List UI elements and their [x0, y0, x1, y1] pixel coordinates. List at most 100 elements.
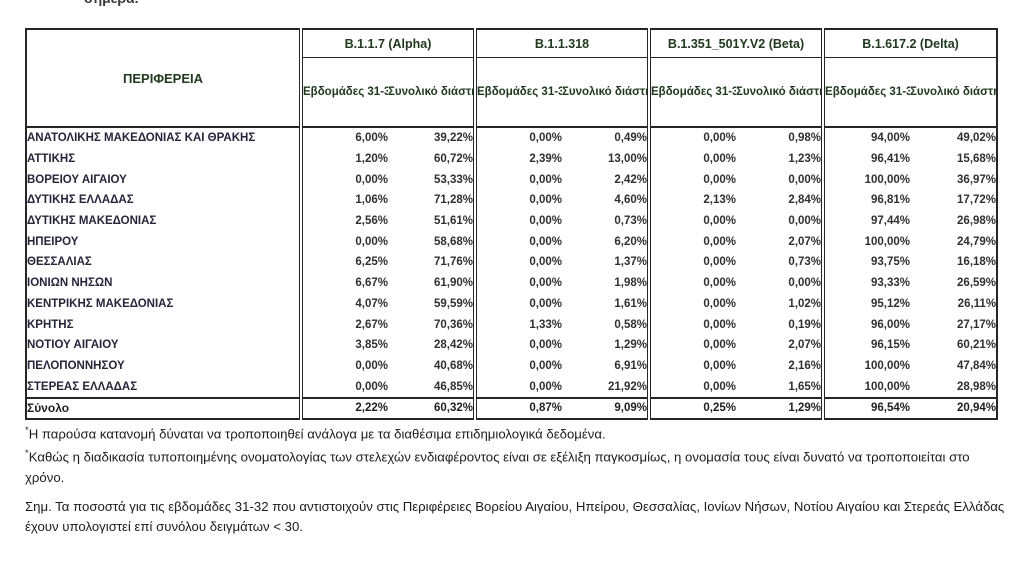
value-cell: 15,68% — [957, 153, 997, 166]
table-row: ΚΡΗΤΗΣ 2,67% 70,36% 1,33% 0,58% 0,00% 0,19% 96,… — [26, 314, 997, 335]
subheader-total: Συνολικό διάστημα επιτήρησης — [910, 57, 998, 128]
value-cell: 39,22% — [434, 132, 474, 145]
value-cell: 26,11% — [957, 297, 997, 310]
value-cell: 0,00% — [647, 231, 737, 253]
value-cell: 21,92% — [608, 380, 648, 393]
region-cell: ΒΟΡΕΙΟΥ ΑΙΓΑΙΟΥ — [27, 173, 127, 186]
value-cell: 0,00% — [473, 190, 563, 211]
value-cell: 2,84% — [788, 194, 822, 207]
value-cell: 60,32% — [388, 396, 476, 419]
value-cell: 96,00% — [821, 314, 911, 335]
value-cell: 97,44% — [821, 210, 911, 232]
value-cell: 1,61% — [614, 297, 648, 310]
region-cell: Σύνολο — [26, 396, 301, 419]
table-row: ΒΟΡΕΙΟΥ ΑΙΓΑΙΟΥ 0,00% 53,33% 0,00% 2,42% 0,00… — [26, 169, 997, 191]
value-cell: 0,00% — [299, 376, 388, 398]
value-cell: 96,41% — [821, 148, 911, 170]
value-cell: 1,06% — [299, 190, 388, 211]
region-cell: ΣΤΕΡΕΑΣ ΕΛΛΑΔΑΣ — [27, 380, 138, 393]
value-cell: 36,97% — [957, 173, 997, 186]
value-cell: 0,00% — [473, 334, 563, 356]
table-row: ΘΕΣΣΑΛΙΑΣ 6,25% 71,76% 0,00% 1,37% 0,00% 0,73%… — [26, 252, 997, 273]
table-row: ΑΤΤΙΚΗΣ 1,20% 60,72% 2,39% 13,00% 0,00% 1,23% 9… — [26, 148, 997, 170]
value-cell: 96,81% — [821, 190, 911, 211]
value-cell: 96,54% — [821, 396, 911, 419]
value-cell: 59,59% — [434, 297, 474, 310]
value-cell: 93,75% — [821, 252, 911, 273]
value-cell: 0,73% — [614, 215, 648, 228]
value-cell: 2,16% — [788, 359, 822, 372]
subheader-total: Συνολικό διάστημα επιτήρησης — [562, 57, 650, 128]
value-cell: 58,68% — [434, 235, 474, 248]
value-cell: 4,60% — [614, 194, 648, 207]
value-cell: 0,00% — [473, 272, 563, 294]
region-cell: ΑΤΤΙΚΗΣ — [27, 153, 76, 166]
value-cell: 1,65% — [788, 380, 822, 393]
value-cell: 94,00% — [821, 127, 911, 149]
value-cell: 13,00% — [608, 153, 648, 166]
value-cell: 2,22% — [299, 396, 388, 419]
variants-table: ΠΕΡΙΦΕΡΕΙΑ B.1.1.7 (Alpha) B.1.1.318 B.1… — [25, 28, 999, 420]
value-cell: 0,19% — [788, 318, 822, 331]
value-cell: 0,00% — [647, 376, 737, 398]
subheader-total: Συνολικό διάστημα επιτήρησης — [736, 57, 824, 128]
value-cell: 27,17% — [957, 318, 997, 331]
value-cell: 0,00% — [473, 252, 563, 273]
value-cell: 28,98% — [957, 380, 997, 393]
value-cell: 0,00% — [299, 355, 388, 377]
value-cell: 2,42% — [614, 173, 648, 186]
variant-header-alpha: B.1.1.7 (Alpha) — [298, 29, 476, 58]
value-cell: 0,00% — [647, 355, 737, 377]
value-cell: 60,72% — [434, 153, 474, 166]
value-cell: 28,42% — [434, 339, 474, 352]
value-cell: 0,00% — [473, 210, 563, 232]
value-cell: 0,00% — [299, 231, 388, 253]
value-cell: 0,00% — [473, 376, 563, 398]
value-cell: 0,00% — [647, 148, 737, 170]
value-cell: 1,23% — [788, 153, 822, 166]
table-row: ΙΟΝΙΩΝ ΝΗΣΩΝ 6,67% 61,90% 0,00% 1,98% 0,00% 0,… — [26, 272, 997, 294]
value-cell: 49,02% — [957, 132, 997, 145]
value-cell: 9,09% — [562, 396, 650, 419]
value-cell: 0,00% — [647, 293, 737, 315]
note: Σημ. Τα ποσοστά για τις εβδομάδες 31-32 … — [25, 498, 1005, 534]
footnotes: *Η παρούσα κατανομή δύναται να τροποποιη… — [25, 421, 1010, 537]
variant-header-b11318: B.1.1.318 — [473, 29, 650, 58]
table-row: ΔΥΤΙΚΗΣ ΜΑΚΕΔΟΝΙΑΣ 2,56% 51,61% 0,00% 0,73% 0… — [26, 210, 997, 232]
table-row: ΑΝΑΤΟΛΙΚΗΣ ΜΑΚΕΔΟΝΙΑΣ ΚΑΙ ΘΡΑΚΗΣ 6,00% 39,… — [26, 127, 997, 149]
value-cell: 1,02% — [788, 297, 822, 310]
value-cell: 0,00% — [473, 127, 563, 149]
footnote-marker: * — [25, 425, 29, 436]
value-cell: 1,20% — [299, 148, 388, 170]
footnote-marker: * — [25, 448, 29, 460]
footnote: *Η παρούσα κατανομή δύναται να τροποποιη… — [25, 425, 606, 442]
value-cell: 0,00% — [647, 169, 737, 191]
table-row: ΔΥΤΙΚΗΣ ΕΛΛΑΔΑΣ 1,06% 71,28% 0,00% 4,60% 2,13… — [26, 190, 997, 211]
value-cell: 0,00% — [299, 169, 388, 191]
table-row: ΗΠΕΙΡΟΥ 0,00% 58,68% 0,00% 6,20% 0,00% 2,07% 10… — [26, 231, 997, 253]
value-cell: 2,07% — [788, 235, 822, 248]
value-cell: 96,15% — [821, 334, 911, 356]
value-cell: 17,72% — [957, 194, 997, 207]
value-cell: 1,37% — [614, 256, 648, 269]
value-cell: 6,25% — [299, 252, 388, 273]
value-cell: 100,00% — [821, 376, 911, 398]
region-cell: ΚΕΝΤΡΙΚΗΣ ΜΑΚΕΔΟΝΙΑΣ — [27, 297, 174, 310]
value-cell: 20,94% — [910, 396, 998, 419]
value-cell: 100,00% — [821, 355, 911, 377]
value-cell: 0,00% — [647, 252, 737, 273]
value-cell: 40,68% — [434, 359, 474, 372]
value-cell: 0,49% — [614, 132, 648, 145]
value-cell: 6,67% — [299, 272, 388, 294]
subheader-total: Συνολικό διάστημα επιτήρησης — [388, 57, 476, 128]
value-cell: 53,33% — [434, 173, 474, 186]
value-cell: 0,00% — [788, 173, 822, 186]
region-cell: ΑΝΑΤΟΛΙΚΗΣ ΜΑΚΕΔΟΝΙΑΣ ΚΑΙ ΘΡΑΚΗΣ — [27, 132, 256, 145]
value-cell: 1,98% — [614, 277, 648, 290]
table-row: ΚΕΝΤΡΙΚΗΣ ΜΑΚΕΔΟΝΙΑΣ 4,07% 59,59% 0,00% 1,61… — [26, 293, 997, 315]
value-cell: 6,00% — [299, 127, 388, 149]
table-total: Σύνολο 2,22% 60,32% 0,87% 9,09% 0,25% 1,29% 96,… — [26, 396, 998, 419]
value-cell: 0,00% — [647, 272, 737, 294]
region-cell: ΔΥΤΙΚΗΣ ΜΑΚΕΔΟΝΙΑΣ — [27, 215, 157, 228]
value-cell: 1,33% — [473, 314, 563, 335]
